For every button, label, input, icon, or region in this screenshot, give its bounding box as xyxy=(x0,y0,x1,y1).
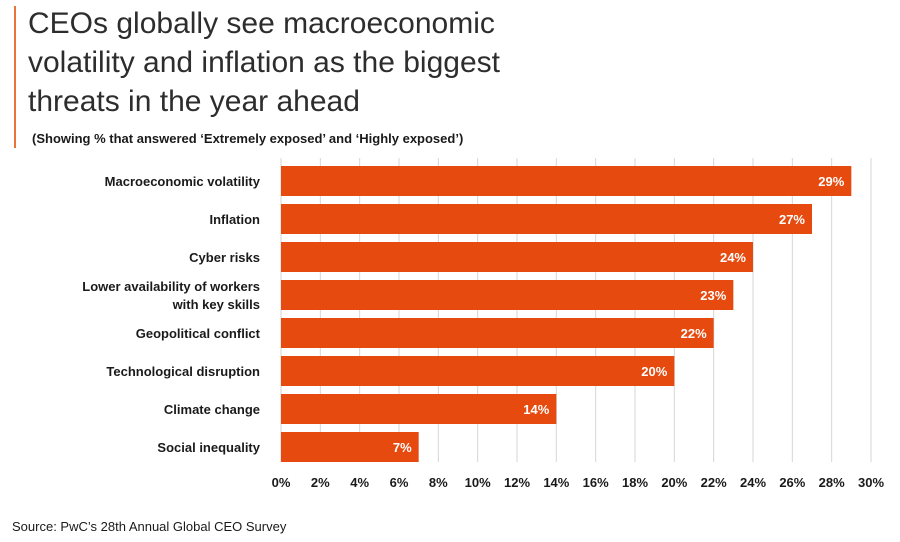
x-tick-label: 10% xyxy=(465,475,491,490)
category-label: Climate change xyxy=(164,402,260,417)
bar xyxy=(281,280,734,310)
x-tick-label: 30% xyxy=(858,475,884,490)
x-tick-label: 8% xyxy=(429,475,448,490)
bar-value-label: 22% xyxy=(681,326,707,341)
bar xyxy=(281,356,675,386)
bar-value-label: 29% xyxy=(818,174,844,189)
bar xyxy=(281,394,557,424)
accent-rule xyxy=(14,6,16,148)
x-tick-label: 16% xyxy=(583,475,609,490)
category-label: Lower availability of workers with key sk… xyxy=(82,279,260,312)
x-tick-label: 22% xyxy=(701,475,727,490)
chart-subtitle: (Showing % that answered ‘Extremely expo… xyxy=(32,131,464,146)
source-note: Source: PwC’s 28th Annual Global CEO Sur… xyxy=(12,519,287,534)
x-tick-label: 6% xyxy=(390,475,409,490)
x-tick-label: 20% xyxy=(661,475,687,490)
x-tick-label: 12% xyxy=(504,475,530,490)
bar xyxy=(281,204,812,234)
category-label: Social inequality xyxy=(157,440,260,455)
category-labels: Macroeconomic volatility Inflation Cyber r… xyxy=(82,174,260,455)
category-label: Macroeconomic volatility xyxy=(105,174,261,189)
x-axis-ticks: 0% 2% 4% 6% 8% 10% 12% 14% 16% 18% 20% 22% 24% 26% 28%… xyxy=(272,475,885,490)
bar-value-label: 24% xyxy=(720,250,746,265)
bar-value-label: 14% xyxy=(523,402,549,417)
bar-value-label: 23% xyxy=(700,288,726,303)
bar-value-label: 7% xyxy=(393,440,412,455)
bar xyxy=(281,318,714,348)
category-label: Inflation xyxy=(209,212,260,227)
bar xyxy=(281,166,852,196)
bar-value-label: 20% xyxy=(641,364,667,379)
x-tick-label: 4% xyxy=(350,475,369,490)
bars: 29% 27% 24% 23% 22% 20% 14% 7% xyxy=(281,166,852,462)
category-label: Cyber risks xyxy=(189,250,260,265)
category-label: Geopolitical conflict xyxy=(136,326,261,341)
category-label: Technological disruption xyxy=(106,364,260,379)
bar xyxy=(281,432,419,462)
x-tick-label: 24% xyxy=(740,475,766,490)
x-tick-label: 14% xyxy=(543,475,569,490)
x-tick-label: 18% xyxy=(622,475,648,490)
bar-value-label: 27% xyxy=(779,212,805,227)
x-tick-label: 26% xyxy=(779,475,805,490)
chart-title: CEOs globally see macroeconomic volatili… xyxy=(28,7,500,118)
x-tick-label: 2% xyxy=(311,475,330,490)
bar xyxy=(281,242,753,272)
x-tick-label: 28% xyxy=(819,475,845,490)
x-tick-label: 0% xyxy=(272,475,291,490)
